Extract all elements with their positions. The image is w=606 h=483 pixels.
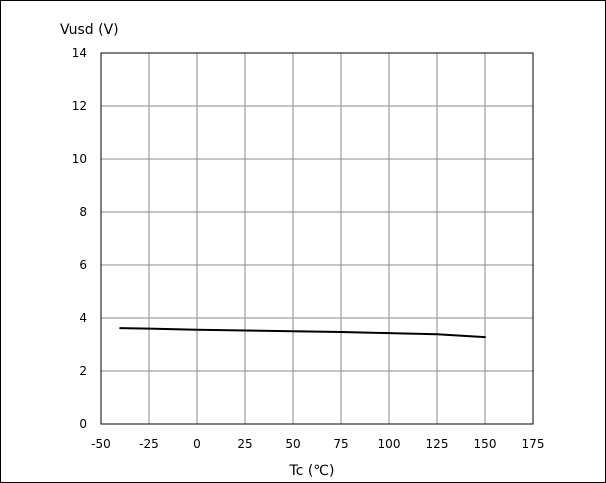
series-line [119,327,486,339]
x-tick-label: 75 [333,437,348,451]
y-tick-label: 4 [79,311,87,325]
x-tick-label: 100 [378,437,401,451]
series-group [119,327,486,339]
y-tick-label: 10 [72,152,87,166]
y-axis-ticks: 0 2 4 6 8 10 12 14 [72,46,87,431]
x-tick-label: 50 [285,437,300,451]
y-tick-label: 8 [79,205,87,219]
x-axis-title: Tc (℃) [289,463,335,479]
y-tick-label: 14 [72,46,87,60]
x-tick-label: 175 [522,437,545,451]
grid [101,53,533,424]
x-tick-label: -50 [91,437,111,451]
x-tick-label: 125 [426,437,449,451]
y-tick-label: 2 [79,364,87,378]
y-axis-title: Vusd (V) [60,22,119,38]
x-tick-label: 150 [474,437,497,451]
y-tick-label: 12 [72,99,87,113]
x-axis-ticks: -50 -25 0 25 50 75 100 125 150 175 [91,437,544,451]
y-tick-label: 6 [79,258,87,272]
y-tick-label: 0 [79,417,87,431]
x-tick-label: 0 [193,437,201,451]
plot-area [100,52,534,425]
x-tick-label: 25 [237,437,252,451]
x-tick-label: -25 [139,437,159,451]
